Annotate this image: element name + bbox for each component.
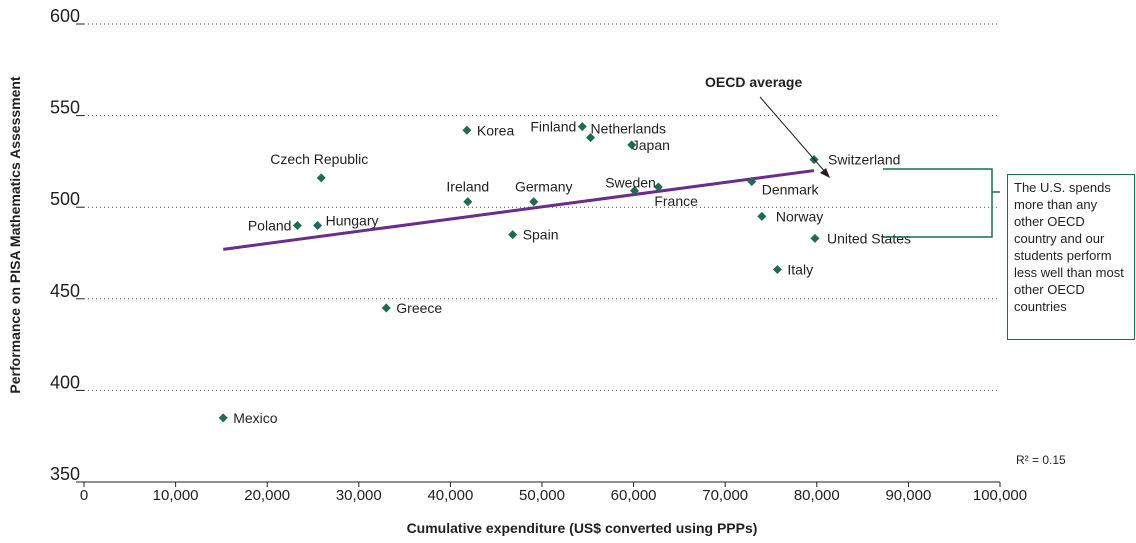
us-spending-callout: The U.S. spends more than any other OECD… — [1007, 174, 1135, 340]
point-spain — [508, 230, 518, 240]
y-tick-label-350: 350 — [50, 464, 80, 484]
label-denmark: Denmark — [762, 182, 820, 198]
point-hungary — [313, 220, 323, 231]
y-tick-label-550: 550 — [50, 98, 80, 118]
point-finland — [577, 122, 587, 132]
x-tick-label-80000: 80,000 — [794, 487, 840, 504]
label-italy: Italy — [787, 261, 813, 277]
label-netherlands: Netherlands — [591, 121, 667, 137]
x-tick-label-10000: 10,000 — [153, 487, 199, 504]
y-tick-label-500: 500 — [50, 189, 80, 209]
label-mexico: Mexico — [233, 410, 278, 426]
callout-bracket — [883, 168, 1000, 238]
label-czech-republic: Czech Republic — [270, 151, 368, 167]
label-sweden: Sweden — [605, 175, 656, 191]
oecd-trendline — [223, 169, 815, 251]
label-finland: Finland — [530, 119, 576, 135]
x-tick-label-40000: 40,000 — [427, 487, 473, 504]
label-greece: Greece — [396, 300, 442, 316]
x-tick-label-100000: 100,000 — [973, 487, 1027, 504]
label-switzerland: Switzerland — [828, 152, 900, 168]
point-mexico — [218, 413, 228, 423]
label-norway: Norway — [776, 208, 823, 224]
x-tick-label-60000: 60,000 — [611, 487, 657, 504]
point-norway — [757, 211, 767, 221]
point-korea — [462, 125, 472, 135]
label-united-states: United States — [827, 230, 911, 246]
point-france — [653, 182, 663, 192]
x-tick-label-70000: 70,000 — [702, 487, 748, 504]
point-greece — [381, 303, 391, 313]
point-italy — [772, 264, 782, 275]
point-labels: Mexico Poland Hungary Czech Republic Greece K… — [233, 119, 911, 426]
point-denmark — [747, 177, 757, 187]
oecd-average-arrow — [759, 96, 827, 174]
axes: 350 400 450 500 550 600 0 10,000 20,000 30,000 40,… — [50, 6, 1027, 504]
label-korea: Korea — [477, 122, 515, 138]
oecd-average-label: OECD average — [705, 74, 802, 90]
point-united-states — [810, 233, 820, 243]
point-germany — [529, 197, 539, 207]
x-tick-label-0: 0 — [80, 487, 88, 504]
y-tick-label-450: 450 — [50, 281, 80, 301]
x-tick-label-90000: 90,000 — [885, 487, 931, 504]
label-ireland: Ireland — [446, 179, 489, 195]
x-tick-label-30000: 30,000 — [336, 487, 382, 504]
label-spain: Spain — [523, 227, 559, 243]
r-squared-label: R² = 0.15 — [1016, 453, 1066, 467]
oecd-average-arrowhead — [820, 168, 830, 178]
y-tick-label-400: 400 — [50, 372, 80, 392]
label-japan: Japan — [632, 137, 670, 153]
point-netherlands — [586, 133, 596, 143]
y-tick-label-600: 600 — [50, 6, 80, 26]
trendline-group — [223, 169, 815, 251]
label-hungary: Hungary — [326, 213, 379, 229]
data-points — [218, 122, 820, 423]
label-germany: Germany — [515, 179, 573, 195]
y-axis-title: Performance on PISA Mathematics Assessme… — [7, 76, 23, 394]
x-axis-title: Cumulative expenditure (US$ converted us… — [407, 520, 758, 536]
x-tick-label-50000: 50,000 — [519, 487, 565, 504]
point-ireland — [463, 197, 473, 207]
point-czech-republic — [316, 173, 326, 183]
label-poland: Poland — [248, 218, 292, 234]
gridlines — [84, 23, 1000, 391]
x-tick-label-20000: 20,000 — [244, 487, 290, 504]
label-france: France — [654, 193, 698, 209]
point-poland — [292, 220, 302, 231]
